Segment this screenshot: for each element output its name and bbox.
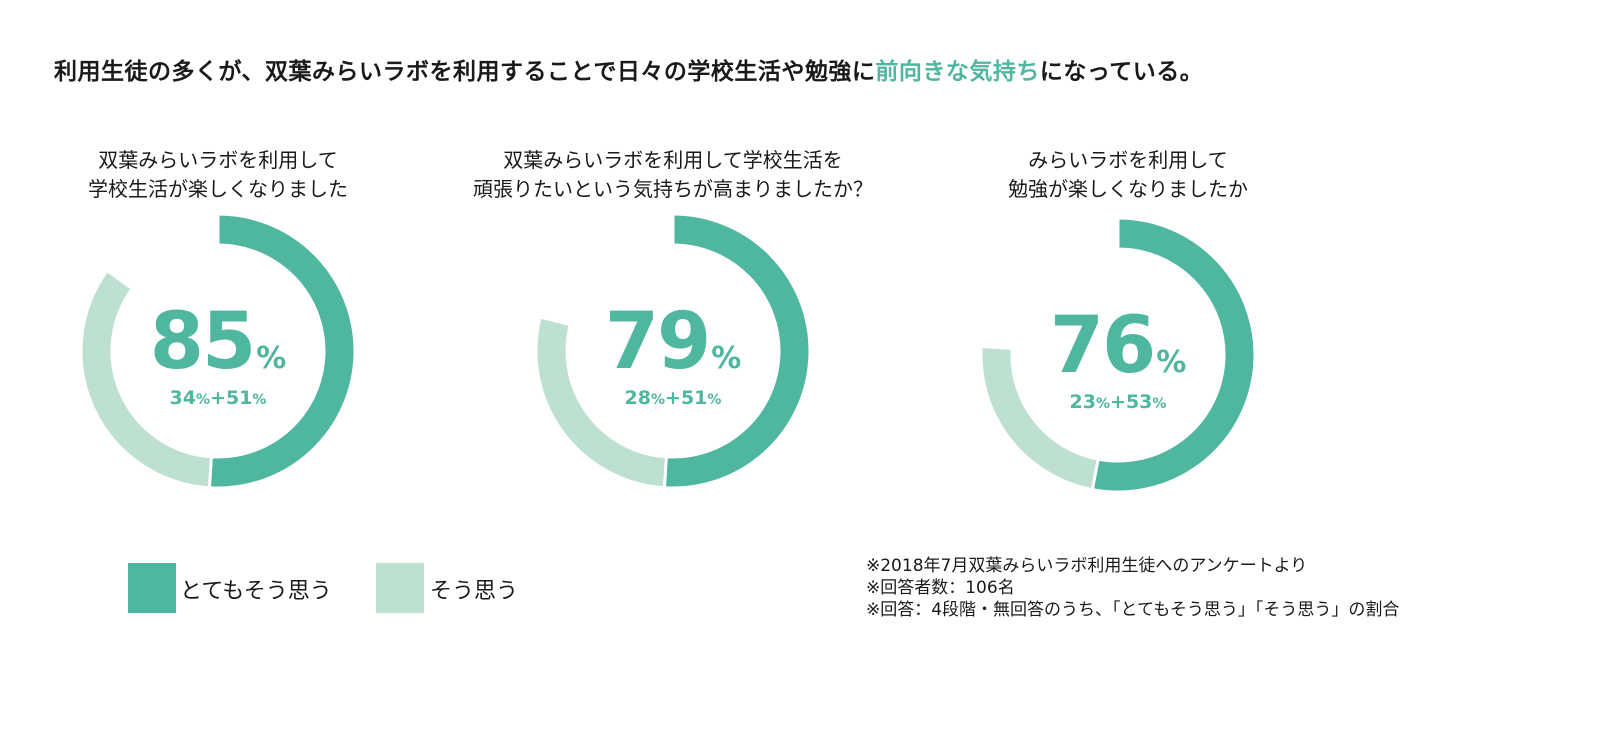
total-value: 79 — [604, 297, 712, 387]
breakdown-somewhat: 28 — [624, 387, 651, 409]
legend-label-strong: とてもそう思う — [180, 579, 332, 604]
donut-ring — [79, 212, 357, 490]
page-headline: 利用生徒の多くが、双葉みらいラボを利用することで日々の学校生活や勉強に前向きな気… — [54, 52, 1203, 86]
headline-prefix: 利用生徒の多くが、双葉みらいラボを利用することで日々の学校生活や勉強に — [54, 59, 876, 85]
slice-other — [105, 212, 220, 291]
slice-other — [538, 212, 675, 327]
chart-title: 双葉みらいラボを利用して学校生活を 頑張りたいという気持ちが高まりましたか？ — [443, 146, 903, 204]
chart-title: みらいラボを利用して 勉強が楽しくなりましたか — [898, 146, 1358, 204]
headline-highlight: 前向きな気持ち — [875, 59, 1040, 85]
breakdown-unit: % — [651, 392, 666, 408]
chart-title-line: 双葉みらいラボを利用して — [98, 148, 338, 172]
slice-strongly-agree — [662, 212, 812, 490]
chart-title-line: 頑張りたいという気持ちが高まりましたか？ — [473, 177, 873, 201]
chart-title-line: 学校生活が楽しくなりました — [88, 177, 348, 201]
chart-title: 双葉みらいラボを利用して 学校生活が楽しくなりました — [0, 146, 448, 204]
chart-school-motivation: 双葉みらいラボを利用して学校生活を 頑張りたいという気持ちが高まりましたか？ 7… — [443, 140, 903, 510]
chart-school-life: 双葉みらいラボを利用して 学校生活が楽しくなりました 85% 34%+51% — [0, 140, 448, 510]
total-unit: % — [711, 341, 742, 376]
donut-ring — [534, 212, 812, 490]
total-unit: % — [1156, 345, 1187, 380]
breakdown-somewhat: 23 — [1069, 391, 1096, 413]
total-percentage: 85% — [80, 303, 356, 381]
donut-ring — [979, 216, 1257, 494]
breakdown-plus: + — [210, 387, 226, 409]
headline-suffix: になっている。 — [1039, 59, 1204, 85]
chart-title-line: みらいラボを利用して — [1028, 148, 1228, 172]
slice-strongly-agree — [207, 212, 357, 490]
breakdown-strongly: 51 — [680, 387, 708, 409]
breakdown: 23%+53% — [980, 391, 1256, 413]
legend-swatch-strong — [128, 563, 176, 613]
legend-swatch-agree — [376, 563, 424, 613]
breakdown-unit: % — [196, 392, 211, 408]
total-percentage: 79% — [535, 303, 811, 381]
breakdown-unit: % — [252, 392, 267, 408]
breakdown-plus: + — [665, 387, 681, 409]
footnote-method: ※回答：4段階・無回答のうち、「とてもそう思う」「そう思う」の割合 — [866, 600, 1400, 620]
breakdown-strongly: 53 — [1125, 391, 1153, 413]
footnote-respondents: ※回答者数：106名 — [866, 578, 1015, 598]
breakdown-strongly: 51 — [225, 387, 253, 409]
breakdown-somewhat: 34 — [169, 387, 196, 409]
total-value: 85 — [149, 297, 257, 387]
breakdown: 28%+51% — [535, 387, 811, 409]
footnote-source: ※2018年7月双葉みらいラボ利用生徒へのアンケートより — [866, 556, 1308, 576]
donut-chart: 79% 28%+51% — [534, 212, 812, 490]
chart-title-line: 双葉みらいラボを利用して学校生活を — [503, 148, 843, 172]
slice-strongly-agree — [1090, 216, 1257, 494]
breakdown-unit: % — [1152, 396, 1167, 412]
footnotes: ※2018年7月双葉みらいラボ利用生徒へのアンケートより ※回答者数：106名 … — [866, 555, 1399, 621]
donut-chart: 85% 34%+51% — [79, 212, 357, 490]
total-unit: % — [256, 341, 287, 376]
chart-study: みらいラボを利用して 勉強が楽しくなりましたか 76% 23%+53% — [898, 140, 1358, 510]
total-value: 76 — [1049, 301, 1157, 391]
breakdown-plus: + — [1110, 391, 1126, 413]
total-percentage: 76% — [980, 307, 1256, 385]
breakdown-unit: % — [1096, 396, 1111, 412]
breakdown: 34%+51% — [80, 387, 356, 409]
breakdown-unit: % — [707, 392, 722, 408]
donut-chart: 76% 23%+53% — [979, 216, 1257, 494]
slice-other — [979, 216, 1120, 350]
legend-label-agree: そう思う — [430, 579, 519, 604]
chart-title-line: 勉強が楽しくなりましたか — [1008, 177, 1248, 201]
